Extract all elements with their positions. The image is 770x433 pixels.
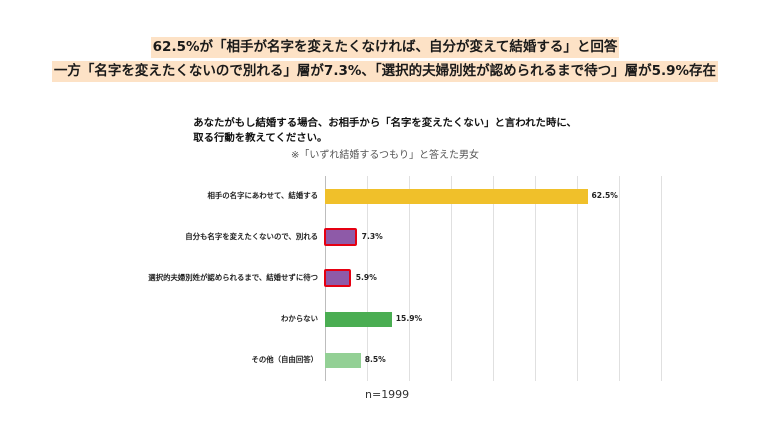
data-label-2: 7.3%: [361, 232, 383, 241]
gridline-50: [535, 176, 536, 381]
data-label-5: 8.5%: [364, 355, 386, 364]
category-label-1: 相手の名字にあわせて、結婚する: [207, 191, 319, 200]
chart-title: あなたがもし結婚する場合、お相手から「名字を変えたくない」と言われた時に、 取る…: [0, 116, 770, 146]
bar-1: [325, 188, 588, 204]
category-label-3: 選択的夫婦別姓が認められるまで、結婚せずに待つ: [148, 273, 318, 282]
bar-2: [324, 228, 357, 246]
headline-line-2-text: 一方「名字を変えたくないので別れる」層が7.3%、「選択的夫婦別姓が認められるま…: [51, 61, 719, 82]
headline-line-2: 一方「名字を変えたくないので別れる」層が7.3%、「選択的夫婦別姓が認められるま…: [0, 61, 770, 82]
data-label-3: 5.9%: [355, 273, 377, 282]
sample-size-note: n=1999: [365, 388, 410, 401]
gridline-30: [451, 176, 452, 381]
category-label-5: その他（自由回答）: [251, 355, 318, 364]
category-label-2: 自分も名字を変えたくないので、別れる: [185, 232, 318, 241]
gridline-70: [619, 176, 620, 381]
bar-5: [325, 352, 361, 368]
headline-line-1: 62.5%が「相手が名字を変えたくなければ、自分が変えて結婚する」と回答: [0, 37, 770, 58]
category-label-4: わからない: [281, 314, 318, 323]
gridline-10: [367, 176, 368, 381]
bar-4: [325, 311, 392, 327]
bar-3: [324, 269, 351, 287]
chart-title-line-1: あなたがもし結婚する場合、お相手から「名字を変えたくない」と言われた時に、: [193, 117, 577, 129]
data-label-4: 15.9%: [395, 314, 423, 323]
gridline-80: [661, 176, 662, 381]
gridline-40: [493, 176, 494, 381]
gridline-60: [577, 176, 578, 381]
chart-subtitle: ※「いずれ結婚するつもり」と答えた男女: [291, 150, 479, 161]
gridline-20: [409, 176, 410, 381]
chart-title-line-2: 取る行動を教えてください。: [193, 132, 328, 144]
headline-line-1-text: 62.5%が「相手が名字を変えたくなければ、自分が変えて結婚する」と回答: [150, 37, 620, 58]
data-label-1: 62.5%: [591, 191, 618, 200]
